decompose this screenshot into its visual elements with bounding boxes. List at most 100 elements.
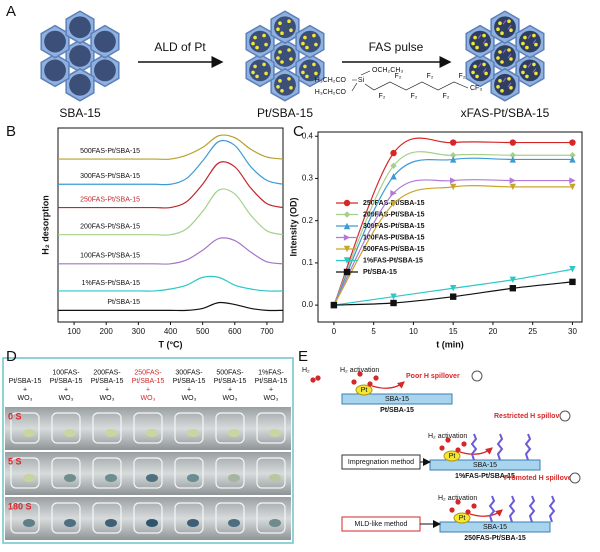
marker <box>509 156 517 163</box>
marker <box>509 152 517 159</box>
x-tick-label: 400 <box>164 327 178 336</box>
sample-spot <box>23 474 35 482</box>
marker <box>390 162 397 169</box>
structure-label: Si <box>358 77 365 84</box>
pore <box>249 30 271 53</box>
vial <box>92 412 122 444</box>
pt-particle <box>498 50 502 54</box>
marker <box>569 278 576 286</box>
fas-chain <box>508 495 516 523</box>
sample-spot <box>269 519 281 527</box>
marker <box>449 152 457 159</box>
h-atom <box>465 509 471 515</box>
x-tick-label: 5 <box>371 327 376 336</box>
pt-particle <box>534 42 538 47</box>
sample-spot <box>105 474 117 482</box>
pt-particle <box>278 50 282 54</box>
h-atom <box>367 381 373 387</box>
pt-particle <box>498 21 502 26</box>
face <box>559 410 571 422</box>
column-header: WO₃ <box>59 395 74 402</box>
x-tick-label: 30 <box>568 327 577 336</box>
y-axis-label: Intensity (OD) <box>288 197 298 256</box>
sample-spot <box>23 519 35 527</box>
column-header: 1%FAS- <box>258 369 284 376</box>
legend-marker <box>343 234 351 241</box>
fas-chain <box>482 68 487 73</box>
pt-particle <box>482 33 486 38</box>
marker <box>449 293 457 300</box>
pore <box>94 59 116 82</box>
support-label: SBA-15 <box>385 396 409 403</box>
pt-particle <box>496 27 500 32</box>
vial <box>174 502 204 534</box>
column-header: WO₃ <box>264 395 279 402</box>
sample-spot <box>64 519 76 527</box>
sample-spot <box>105 519 117 527</box>
pt-particle <box>287 48 291 52</box>
marker <box>449 177 457 184</box>
vial <box>10 457 40 489</box>
marker <box>449 285 457 292</box>
fas-chain <box>548 495 556 523</box>
fas-chain <box>507 82 512 88</box>
column-header: Pt/SBA-15 <box>214 378 247 385</box>
activation-label: H₂ activation <box>340 367 379 374</box>
pt-particle <box>251 41 255 46</box>
x-tick-label: 200 <box>100 327 114 336</box>
h-atom <box>357 371 363 377</box>
marker <box>509 177 517 184</box>
support-label: SBA-15 <box>483 524 507 531</box>
pt-particle <box>500 31 504 35</box>
x-tick-label: 100 <box>67 327 81 336</box>
vial <box>133 412 163 444</box>
pt-particle <box>507 19 511 24</box>
column-header: + <box>105 386 109 393</box>
pore <box>69 45 91 67</box>
vial <box>10 412 40 444</box>
pore <box>69 73 91 96</box>
sample-label: xFAS-Pt/SBA-15 <box>461 106 550 120</box>
fas-chain <box>507 24 512 30</box>
structure-label: F₂ <box>427 73 434 80</box>
sample-spot <box>146 429 158 437</box>
x-tick-label: 600 <box>228 327 242 336</box>
fas-chain <box>528 495 536 523</box>
pore <box>469 30 491 53</box>
pt-particle <box>287 77 291 81</box>
pt-particle <box>500 60 504 64</box>
sample-spot <box>64 474 76 482</box>
pore <box>519 59 541 82</box>
pt-particle <box>314 42 318 47</box>
h-atom <box>471 503 477 509</box>
vial <box>256 502 286 534</box>
marker <box>390 173 397 180</box>
vial <box>256 412 286 444</box>
x-tick-label: 15 <box>449 327 458 336</box>
time-label: 180 S <box>8 501 32 511</box>
panel-label: D <box>6 348 17 365</box>
pt-particle <box>525 74 529 79</box>
activation-label: H₂ activation <box>428 433 467 440</box>
series-line <box>58 134 284 160</box>
metal-label: Pt <box>449 453 456 460</box>
pore <box>469 59 491 82</box>
sample-spot <box>269 429 281 437</box>
pt-particle <box>496 56 500 60</box>
x-tick-label: 10 <box>409 327 418 336</box>
sample-spot <box>64 429 76 437</box>
column-header: WO₃ <box>141 395 156 402</box>
sample-spot <box>228 474 240 482</box>
h2 <box>310 377 316 383</box>
pt-particle <box>443 450 461 462</box>
pt-particle <box>509 86 513 90</box>
fas-chain <box>470 433 478 461</box>
pt-particle <box>262 62 266 67</box>
fas-chain <box>527 63 532 68</box>
marker <box>509 139 517 146</box>
series-line <box>333 151 573 306</box>
fas-chain <box>502 77 507 83</box>
pt-particle <box>496 85 500 89</box>
x-tick-label: 20 <box>488 327 497 336</box>
